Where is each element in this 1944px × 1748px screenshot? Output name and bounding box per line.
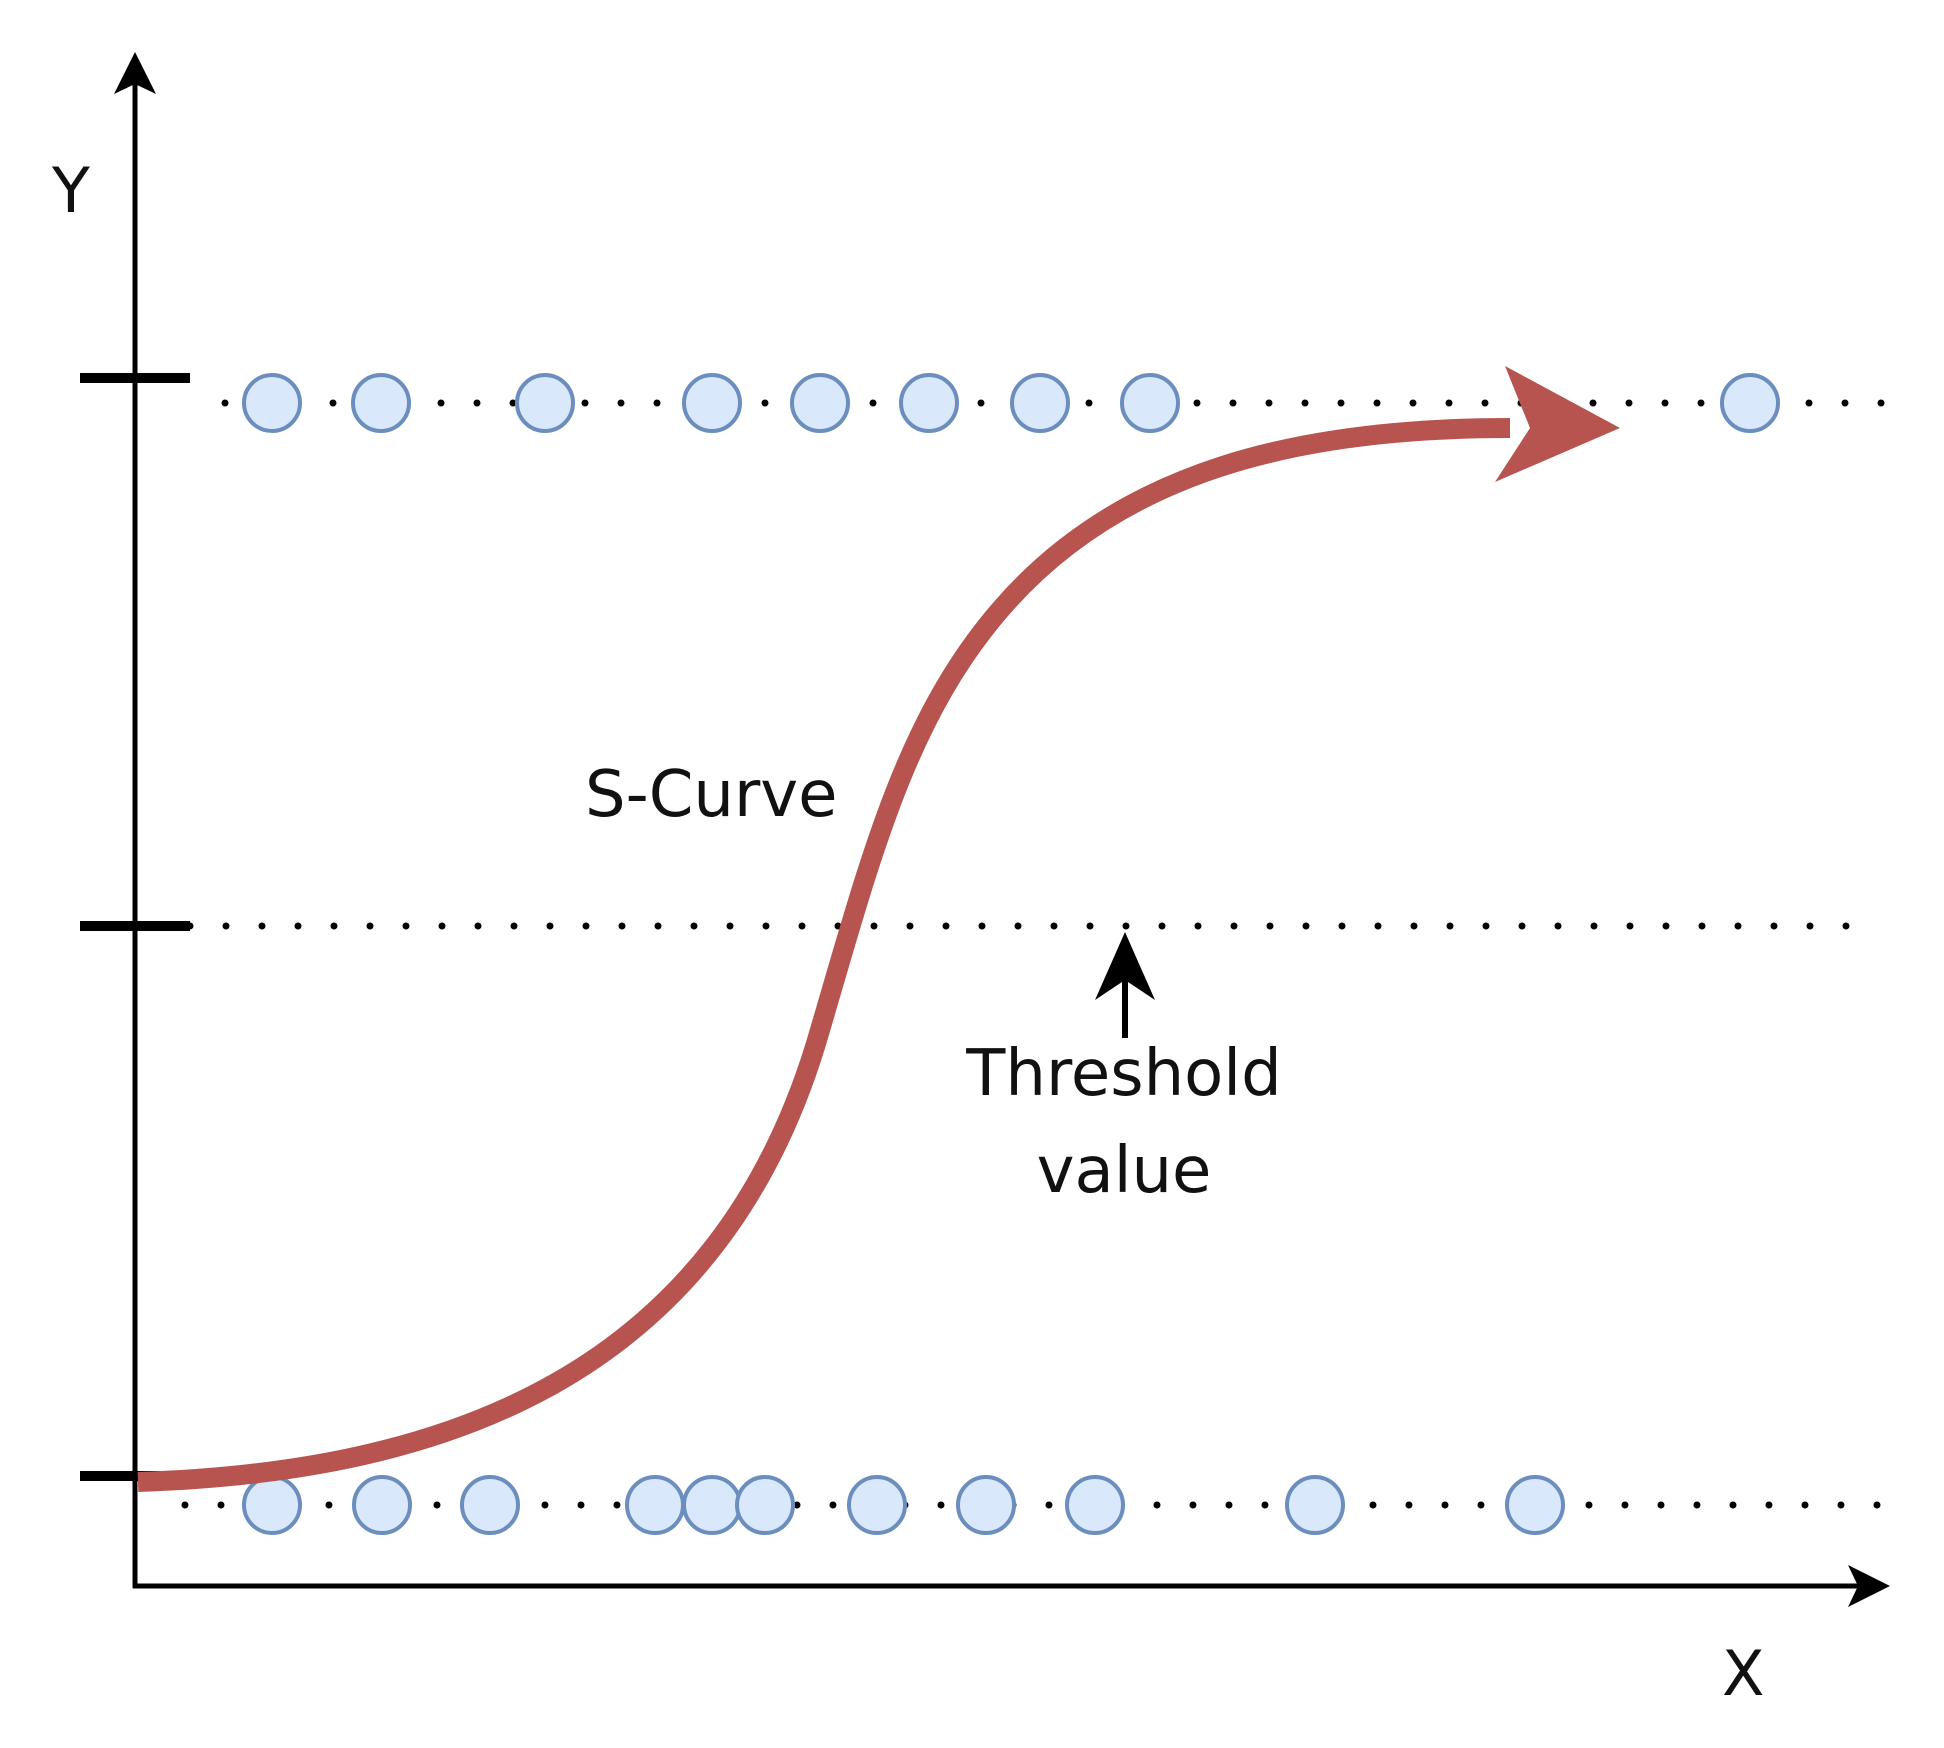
lower-data-point-4 [625, 1475, 685, 1535]
lower-point-row [242, 1475, 1565, 1535]
upper-data-point-2 [351, 373, 411, 433]
lower-data-point-11 [1505, 1475, 1565, 1535]
s-curve-label: S-Curve [585, 758, 838, 832]
upper-point-row [242, 373, 1780, 433]
s-curve [137, 366, 1620, 1492]
upper-data-point-5 [790, 373, 850, 433]
threshold-label-line2: value [1037, 1134, 1212, 1208]
x-axis-arrowhead [1848, 1565, 1890, 1607]
upper-data-point-4 [682, 373, 742, 433]
lower-data-point-9 [1065, 1475, 1125, 1535]
y-axis-label: Y [51, 154, 90, 227]
y-axis-arrowhead [114, 52, 156, 94]
lower-data-point-5 [682, 1475, 742, 1535]
x-axis-label: X [1722, 1637, 1764, 1710]
upper-data-point-8 [1120, 373, 1180, 433]
x-axis [133, 1565, 1890, 1607]
y-axis [114, 52, 156, 1588]
upper-data-point-1 [242, 373, 302, 433]
lower-data-point-2 [352, 1475, 412, 1535]
lower-data-point-1 [242, 1475, 302, 1535]
upper-data-point-7 [1010, 373, 1070, 433]
threshold-pointer-arrowhead [1095, 932, 1155, 1000]
lower-data-point-7 [847, 1475, 907, 1535]
lower-data-point-8 [956, 1475, 1016, 1535]
lower-data-point-6 [735, 1475, 795, 1535]
upper-data-point-3 [515, 373, 575, 433]
s-curve-arrowhead [1495, 366, 1620, 482]
lower-data-point-3 [460, 1475, 520, 1535]
threshold-pointer [1095, 932, 1155, 1038]
lower-data-point-10 [1285, 1475, 1345, 1535]
upper-data-point-9 [1720, 373, 1780, 433]
threshold-label-line1: Threshold [965, 1037, 1281, 1111]
upper-data-point-6 [899, 373, 959, 433]
s-curve-path [137, 418, 1511, 1492]
